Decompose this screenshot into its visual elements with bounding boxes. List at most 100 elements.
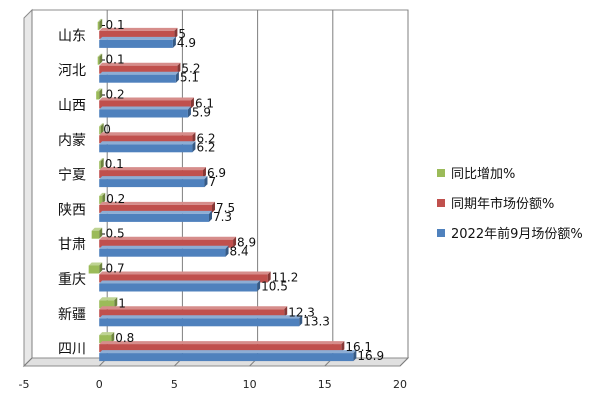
bar-side: [341, 341, 345, 353]
back-wall: [31, 9, 409, 359]
bar: [99, 179, 205, 188]
bar-side: [100, 123, 104, 135]
bar: [99, 39, 173, 48]
data-label: 6.2: [196, 131, 215, 145]
bar-top: [91, 227, 103, 231]
bar-top: [99, 27, 178, 31]
x-tick-label: 10: [243, 378, 257, 391]
bar-side: [187, 106, 191, 118]
data-label: 16.9: [357, 349, 384, 363]
bar: [99, 309, 285, 318]
bar: [99, 213, 209, 222]
data-label: 7: [208, 175, 216, 189]
bar-top: [99, 36, 176, 40]
category-label: 陕西: [58, 202, 86, 218]
bar-top: [99, 297, 118, 301]
data-label: 6.2: [196, 140, 215, 154]
data-label: 4.9: [177, 36, 196, 50]
data-label: 1: [118, 296, 126, 310]
bar: [97, 56, 100, 65]
bar-top: [99, 306, 288, 310]
data-label: -0.5: [101, 227, 124, 241]
bar-top: [99, 192, 106, 196]
bar-top: [99, 332, 115, 336]
category-label: 内蒙: [58, 133, 86, 149]
bar-side: [284, 306, 288, 318]
bar: [99, 300, 115, 309]
bar-side: [233, 236, 237, 248]
bar-top: [99, 167, 206, 171]
x-tick-label: -5: [19, 378, 30, 391]
bar-side: [192, 132, 196, 144]
bar: [99, 344, 342, 353]
data-label: 10.5: [261, 280, 288, 294]
bar-side: [99, 18, 103, 30]
bar: [91, 230, 100, 239]
bar-side: [100, 158, 104, 170]
data-label: 0.2: [106, 192, 125, 206]
bar-side: [99, 262, 103, 274]
bar-top: [88, 262, 103, 266]
bar: [99, 170, 203, 179]
legend-swatch: [437, 199, 445, 207]
bar-side: [299, 315, 303, 327]
bar-side: [257, 280, 261, 292]
data-label: 5: [178, 27, 186, 41]
data-label: 5.2: [181, 62, 200, 76]
bar-side: [192, 141, 196, 153]
bar: [99, 274, 268, 283]
data-labels: -0.1 54.9 -0.1 5.25.1 -0.2 6.15.9 0 6.26.2 0.1 6.…: [101, 18, 384, 363]
bar-top: [99, 245, 229, 249]
bar-top: [99, 280, 261, 284]
data-label: 16.1: [345, 340, 372, 354]
bar: [99, 353, 354, 362]
bar-top: [97, 53, 103, 57]
data-label: -0.1: [101, 53, 124, 67]
bar-side: [202, 167, 206, 179]
data-label: 5.1: [180, 71, 199, 85]
data-label: 8.9: [237, 236, 256, 250]
bar: [97, 21, 100, 30]
bar: [99, 283, 258, 292]
bar: [99, 204, 212, 213]
x-axis-ticks: -5 0 5 10 15 20: [19, 378, 407, 391]
data-label: 0: [103, 122, 111, 136]
category-label: 甘肃: [58, 237, 86, 253]
bar-top: [99, 158, 104, 162]
bar-top: [99, 141, 196, 145]
bar-side: [99, 227, 103, 239]
data-label: -0.1: [101, 18, 124, 32]
data-label: 11.2: [272, 271, 299, 285]
x-tick-label: 5: [171, 378, 178, 391]
data-label: 0.1: [105, 157, 124, 171]
bar-side: [225, 245, 229, 257]
bars-layer: [88, 18, 357, 362]
bar-top: [99, 271, 271, 275]
bar: [99, 135, 193, 144]
bar: [88, 265, 100, 274]
bar-top: [99, 341, 345, 345]
bar-top: [99, 176, 208, 180]
bar-side: [267, 271, 271, 283]
category-label: 重庆: [58, 272, 86, 288]
bar: [99, 335, 112, 344]
bar-side: [208, 210, 212, 222]
data-label: 7.3: [213, 210, 232, 224]
category-label: 新疆: [58, 307, 86, 323]
bar-top: [99, 236, 237, 240]
legend-label: 同期年市场份额%: [451, 196, 554, 212]
bar-top: [99, 71, 179, 75]
category-label: 四川: [58, 342, 86, 358]
bar-top: [99, 210, 212, 214]
bar-side: [174, 27, 178, 39]
bar-side: [177, 62, 181, 74]
data-label: 6.9: [207, 166, 226, 180]
bar-side: [353, 350, 357, 362]
bar-top: [99, 106, 191, 110]
bar-top: [99, 201, 215, 205]
bar: [99, 318, 300, 327]
bar: [99, 161, 101, 170]
bar-side: [102, 192, 106, 204]
